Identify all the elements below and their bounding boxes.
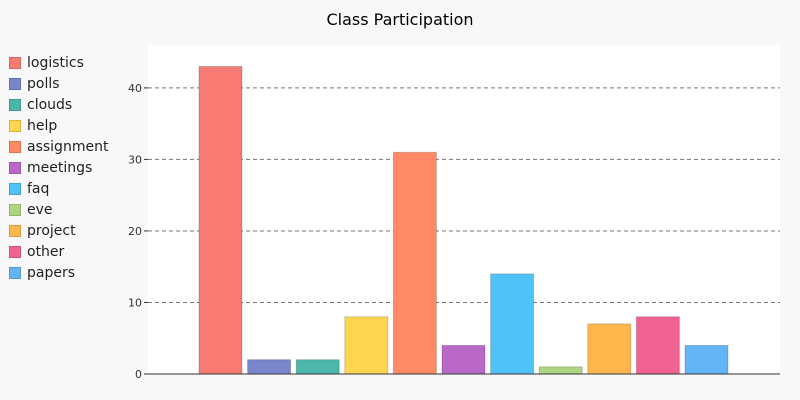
legend-item-help[interactable]: help bbox=[9, 115, 108, 136]
legend-item-faq[interactable]: faq bbox=[9, 178, 108, 199]
legend-label: assignment bbox=[27, 138, 109, 155]
bars bbox=[198, 66, 729, 375]
legend: logistics polls clouds help assignment meetin… bbox=[9, 52, 108, 283]
legend-swatch bbox=[9, 266, 21, 279]
legend-item-meetings[interactable]: meetings bbox=[9, 157, 108, 178]
legend-swatch bbox=[9, 56, 21, 69]
bar-polls[interactable] bbox=[247, 359, 292, 375]
legend-item-assignment[interactable]: assignment bbox=[9, 136, 108, 157]
y-tick-label: 30 bbox=[128, 153, 142, 166]
bar-other[interactable] bbox=[635, 316, 680, 375]
bar-clouds[interactable] bbox=[295, 359, 340, 375]
legend-label: faq bbox=[27, 180, 50, 197]
legend-item-logistics[interactable]: logistics bbox=[9, 52, 108, 73]
legend-swatch bbox=[9, 140, 21, 153]
legend-swatch bbox=[9, 224, 21, 237]
legend-swatch bbox=[9, 203, 21, 216]
legend-label: other bbox=[27, 243, 65, 260]
legend-swatch bbox=[9, 182, 21, 195]
bar-meetings[interactable] bbox=[441, 344, 486, 375]
legend-swatch bbox=[9, 119, 21, 132]
plot-background bbox=[148, 45, 780, 374]
y-tick-label: 40 bbox=[128, 82, 142, 95]
legend-item-polls[interactable]: polls bbox=[9, 73, 108, 94]
legend-item-clouds[interactable]: clouds bbox=[9, 94, 108, 115]
y-tick-label: 10 bbox=[128, 296, 142, 309]
bar-assignment[interactable] bbox=[392, 151, 437, 375]
legend-label: meetings bbox=[27, 159, 93, 176]
legend-label: help bbox=[27, 117, 58, 134]
y-tick-label: 20 bbox=[128, 225, 142, 238]
legend-label: eve bbox=[27, 201, 53, 218]
legend-label: papers bbox=[27, 264, 76, 281]
legend-label: polls bbox=[27, 75, 60, 92]
chart-title: Class Participation bbox=[326, 10, 474, 29]
legend-item-eve[interactable]: eve bbox=[9, 199, 108, 220]
legend-item-other[interactable]: other bbox=[9, 241, 108, 262]
legend-label: clouds bbox=[27, 96, 73, 113]
bar-faq[interactable] bbox=[490, 273, 535, 375]
legend-swatch bbox=[9, 161, 21, 174]
bar-project[interactable] bbox=[587, 323, 632, 375]
y-axis: 0 10 20 30 40 bbox=[128, 82, 148, 381]
bar-eve[interactable] bbox=[538, 366, 583, 375]
grid-lines bbox=[148, 87, 780, 303]
y-tick-label: 0 bbox=[135, 368, 142, 381]
legend-item-papers[interactable]: papers bbox=[9, 262, 108, 283]
bar-papers[interactable] bbox=[684, 344, 729, 375]
legend-label: project bbox=[27, 222, 76, 239]
legend-item-project[interactable]: project bbox=[9, 220, 108, 241]
legend-swatch bbox=[9, 77, 21, 90]
legend-label: logistics bbox=[27, 54, 84, 71]
bar-help[interactable] bbox=[344, 316, 389, 375]
legend-swatch bbox=[9, 245, 21, 258]
legend-swatch bbox=[9, 98, 21, 111]
bar-logistics[interactable] bbox=[198, 66, 243, 375]
